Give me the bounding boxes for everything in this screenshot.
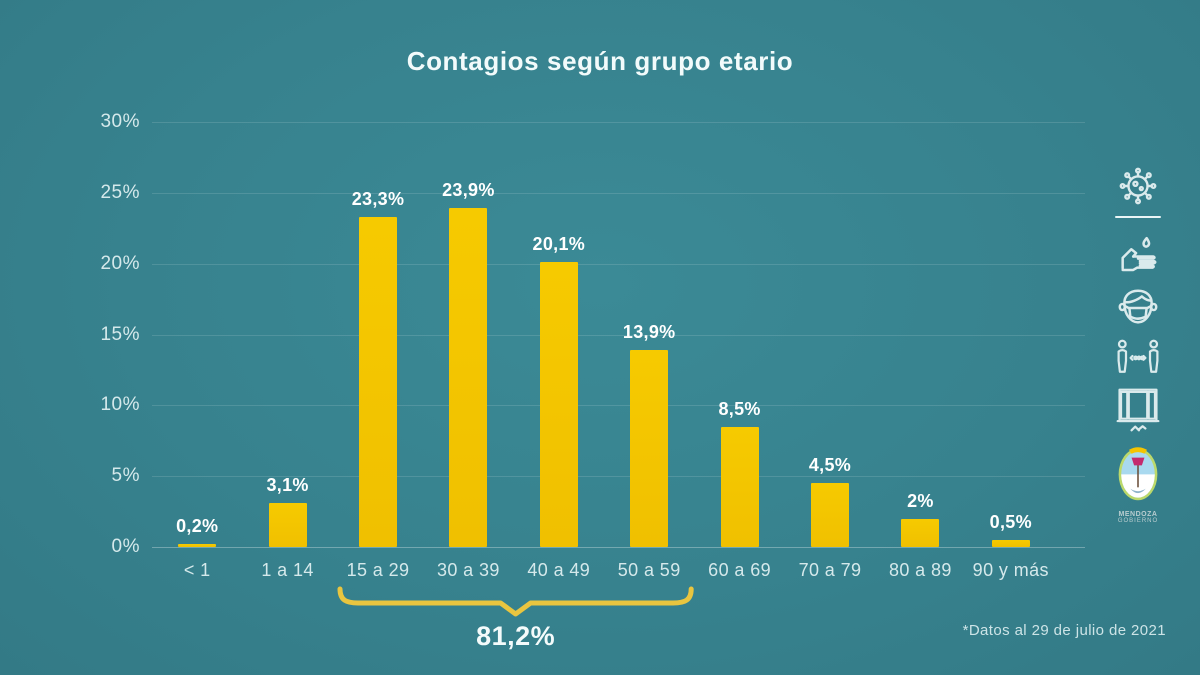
y-axis-tick-label: 5% xyxy=(111,465,140,487)
gridline xyxy=(152,547,1085,548)
bar-value-label: 4,5% xyxy=(808,455,852,476)
mendoza-logo: MENDOZA GOBIERNO xyxy=(1112,446,1164,525)
bar-value-label: 23,9% xyxy=(442,180,495,201)
divider-line xyxy=(1115,216,1161,218)
social-distance-icon xyxy=(1114,336,1162,378)
x-axis-label: 80 a 89 xyxy=(888,560,952,580)
bar-1 a 14 xyxy=(268,503,307,547)
x-axis-label: 70 a 79 xyxy=(798,560,862,580)
y-axis-tick-label: 20% xyxy=(100,252,140,274)
gridline xyxy=(152,405,1085,407)
footnote: *Datos al 29 de julio de 2021 xyxy=(962,622,1166,639)
bar-value-label: 0,5% xyxy=(989,511,1032,532)
x-axis-label: 90 y más xyxy=(972,560,1049,580)
open-window-icon xyxy=(1114,384,1162,436)
bar-value-label: 0,2% xyxy=(176,516,219,536)
x-axis-label: 30 a 39 xyxy=(436,560,500,580)
gridline xyxy=(152,263,1085,265)
x-axis-label: 15 a 29 xyxy=(346,560,410,580)
bar-30 a 39 xyxy=(449,208,488,547)
plot-area: 30% 25% 20% 15% 10% 5% 0% 0,2% < 1 3,1% 1 a 14 23,3… xyxy=(100,111,1085,651)
bracket-sum-label: 81,2% xyxy=(476,621,556,651)
bar-70 a 79 xyxy=(811,483,849,547)
x-axis-label: 40 a 49 xyxy=(527,560,591,580)
gridline xyxy=(152,192,1085,194)
handwash-icon xyxy=(1115,232,1161,278)
y-axis-tick-label: 15% xyxy=(100,323,140,345)
bar-value-label: 20,1% xyxy=(532,234,586,255)
bar-90 y más xyxy=(991,539,1030,547)
face-mask-icon xyxy=(1115,284,1161,330)
gridline xyxy=(152,476,1085,478)
bar-< 1 xyxy=(178,544,217,547)
prevention-icons-column: MENDOZA GOBIERNO xyxy=(1108,164,1168,525)
chart-title: Contagios según grupo etario xyxy=(406,46,794,76)
bar-60 a 69 xyxy=(720,426,759,547)
bracket-brace xyxy=(337,586,694,617)
bar-value-label: 23,3% xyxy=(351,188,405,209)
bar-40 a 49 xyxy=(539,262,578,547)
bar-50 a 59 xyxy=(630,350,669,547)
gridline xyxy=(152,122,1085,123)
bar-15 a 29 xyxy=(359,216,397,547)
mendoza-logo-text: MENDOZA GOBIERNO xyxy=(1117,511,1159,524)
virus-icon xyxy=(1116,164,1160,208)
y-axis-tick-label: 10% xyxy=(100,394,140,416)
y-axis-tick-label: 25% xyxy=(100,181,140,203)
bar-80 a 89 xyxy=(901,518,940,547)
gridline xyxy=(152,334,1085,336)
x-axis-label: 50 a 59 xyxy=(617,560,681,580)
x-axis-label: < 1 xyxy=(183,560,211,580)
y-axis-tick-label: 30% xyxy=(100,111,140,132)
x-axis-label: 60 a 69 xyxy=(708,560,772,580)
y-axis-tick-label: 0% xyxy=(111,536,140,557)
bar-value-label: 3,1% xyxy=(266,475,309,496)
bar-value-label: 8,5% xyxy=(718,398,761,419)
bar-value-label: 13,9% xyxy=(622,322,676,343)
x-axis-label: 1 a 14 xyxy=(261,560,314,580)
bar-value-label: 2% xyxy=(907,490,934,511)
